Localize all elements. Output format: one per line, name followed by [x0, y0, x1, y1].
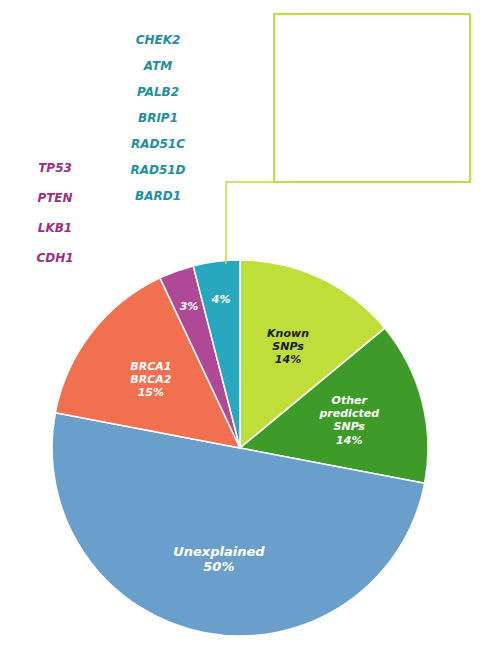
slice-label: KnownSNPs14%: [267, 327, 309, 366]
annotation-group: TP53 PTEN LKB1 CDH1: [36, 161, 73, 265]
slice-labels: KnownSNPs14%OtherpredictedSNPs14%Unexpla…: [130, 293, 379, 575]
slice-label: Unexplained50%: [173, 544, 265, 575]
callout-line: [226, 182, 274, 264]
annotation-group: CHEK2 ATM PALB2 BRIP1 RAD51C RAD51D BARD1: [130, 33, 185, 203]
annotation: ATM: [143, 59, 172, 73]
slice-label-line: 4%: [211, 293, 231, 306]
slice-label-line: SNPs: [272, 340, 304, 353]
slice-label-line: 3%: [180, 300, 199, 313]
pie: KnownSNPs14%OtherpredictedSNPs14%Unexpla…: [52, 260, 428, 636]
slice-label-line: BRCA1: [130, 360, 171, 373]
slice-label-line: Other: [332, 394, 368, 407]
slice-label-line: SNPs: [334, 420, 366, 433]
slice-label: BRCA1BRCA215%: [130, 360, 171, 399]
slice-label-line: 14%: [275, 353, 301, 366]
annotation: BARD1: [135, 189, 181, 203]
annotation: RAD51C: [131, 137, 185, 151]
slice-label: 4%: [211, 293, 231, 306]
chart: KnownSNPs14%OtherpredictedSNPs14%Unexpla…: [0, 0, 480, 654]
callout-box: [274, 14, 470, 182]
annotation: RAD51D: [130, 163, 185, 177]
slice-label-line: 50%: [203, 559, 234, 574]
annotation: PALB2: [137, 85, 179, 99]
annotation: LKB1: [38, 221, 72, 235]
slice-label-line: predicted: [318, 407, 379, 420]
slice-label: 3%: [180, 300, 199, 313]
slice-label-line: Known: [267, 327, 309, 340]
slice-label-line: 15%: [138, 386, 164, 399]
annotation: CDH1: [36, 251, 73, 265]
annotation: TP53: [38, 161, 72, 175]
slice-label-line: BRCA2: [130, 373, 171, 386]
pie-slice: [193, 260, 240, 448]
annotation: PTEN: [37, 191, 72, 205]
annotation: BRIP1: [138, 111, 178, 125]
annotation: CHEK2: [136, 33, 181, 47]
slice-label: OtherpredictedSNPs14%: [318, 394, 379, 447]
slice-label-line: 14%: [336, 434, 362, 447]
slice-label-line: Unexplained: [173, 544, 265, 559]
